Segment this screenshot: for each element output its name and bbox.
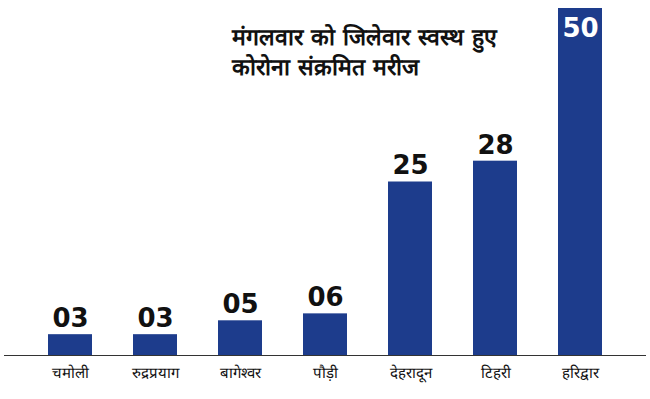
svg-text:चमोली: चमोली — [52, 364, 90, 382]
svg-text:पौड़ी: पौड़ी — [313, 364, 339, 382]
svg-text:06: 06 — [307, 282, 343, 312]
svg-text:देहरादून: देहरादून — [390, 364, 433, 383]
svg-text:रुद्रप्रयाग: रुद्रप्रयाग — [132, 364, 180, 382]
svg-text:टिहरी: टिहरी — [481, 364, 512, 382]
svg-text:03: 03 — [52, 303, 88, 333]
html-text:मंगलवार को जिलेवार स्वस्थ हुए: मंगलवार को जिलेवार स्वस्थ हुए कोरोना संक… — [232, 24, 497, 80]
svg-text:28: 28 — [477, 130, 513, 160]
svg-text:हरिद्वार: हरिद्वार — [562, 364, 600, 382]
svg-text:05: 05 — [222, 289, 258, 319]
svg-text:25: 25 — [392, 150, 428, 180]
svg-text:50: 50 — [562, 13, 598, 43]
svg-text:बागेश्वर: बागेश्वर — [220, 364, 262, 382]
svg-text:03: 03 — [137, 303, 173, 333]
